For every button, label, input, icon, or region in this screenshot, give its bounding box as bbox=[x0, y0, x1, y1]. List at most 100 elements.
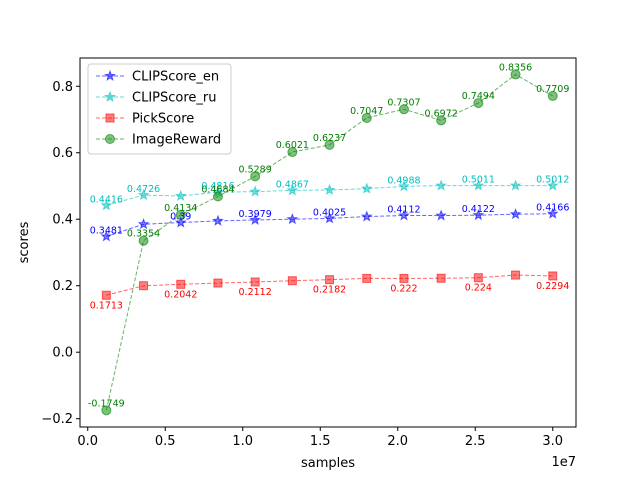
data-point-imagereward bbox=[138, 235, 149, 246]
data-point-clipscore-en bbox=[509, 208, 522, 220]
data-label-clipscore-en: 0.4112 bbox=[387, 205, 420, 216]
legend-label: ImageReward bbox=[132, 133, 221, 148]
data-point-clipscore-ru bbox=[323, 183, 336, 196]
legend-label: CLIPScore_en bbox=[132, 70, 219, 85]
x-tick-label: 0.0 bbox=[77, 434, 98, 449]
data-point-clipscore-ru bbox=[137, 188, 150, 201]
data-label-clipscore-en: 0.4025 bbox=[313, 207, 346, 218]
data-point-clipscore-en bbox=[137, 217, 150, 230]
data-layer bbox=[100, 69, 559, 416]
data-point-clipscore-en bbox=[546, 207, 559, 219]
data-point-clipscore-ru bbox=[286, 184, 299, 196]
data-point-pickscore bbox=[436, 273, 446, 283]
data-point-clipscore-ru bbox=[509, 179, 522, 191]
data-label-clipscore-en: 0.39 bbox=[170, 212, 191, 223]
data-point-clipscore-ru bbox=[398, 180, 410, 192]
data-point-clipscore-ru bbox=[360, 182, 373, 194]
data-label-clipscore-en: 0.3979 bbox=[239, 209, 272, 220]
data-point-imagereward bbox=[361, 112, 372, 123]
data-label-imagereward: 0.7307 bbox=[387, 97, 420, 108]
legend-marker bbox=[104, 90, 116, 103]
x-axis-offset-label: 1e7 bbox=[551, 455, 576, 470]
data-point-clipscore-en bbox=[286, 212, 299, 225]
data-point-pickscore bbox=[213, 278, 223, 288]
x-tick-label: 2.5 bbox=[465, 434, 486, 449]
y-tick-label: 0.0 bbox=[52, 346, 73, 361]
data-label-imagereward: 0.6237 bbox=[313, 133, 346, 144]
y-tick-label: 0.4 bbox=[52, 213, 73, 228]
data-label-clipscore-en: 0.4122 bbox=[462, 204, 495, 215]
data-label-imagereward: 0.3354 bbox=[127, 229, 160, 240]
data-label-imagereward: 0.4134 bbox=[164, 203, 197, 214]
y-tick-label: 0.6 bbox=[52, 146, 73, 161]
data-label-pickscore: 0.2042 bbox=[164, 289, 197, 300]
data-labels: 0.3481 0.39 0.3979 0.4025 0.4112 0.4122 0.4166… bbox=[88, 62, 569, 409]
data-label-clipscore-ru: 0.4416 bbox=[90, 194, 123, 205]
data-point-pickscore bbox=[399, 273, 409, 283]
legend: CLIPScore_en CLIPScore_ru PickScore ImageRe… bbox=[87, 63, 232, 155]
data-label-clipscore-ru: 0.5012 bbox=[536, 175, 569, 186]
data-point-pickscore bbox=[362, 273, 372, 283]
data-point-pickscore bbox=[511, 270, 521, 280]
data-label-pickscore: 0.2294 bbox=[536, 281, 569, 292]
data-point-clipscore-ru bbox=[472, 179, 485, 191]
data-label-imagereward: 0.8356 bbox=[499, 62, 532, 73]
data-label-clipscore-ru: 0.4988 bbox=[387, 175, 420, 186]
data-point-clipscore-en bbox=[323, 212, 336, 224]
y-axis: −0.2 0.0 0.2 0.4 0.6 0.8 bbox=[41, 80, 80, 427]
data-label-pickscore: 0.222 bbox=[390, 283, 417, 294]
data-point-imagereward bbox=[547, 90, 558, 101]
data-point-pickscore bbox=[473, 273, 483, 283]
y-tick-label: 0.2 bbox=[52, 279, 73, 294]
data-point-pickscore bbox=[548, 271, 558, 281]
plot-frame bbox=[79, 57, 577, 428]
legend-label: PickScore bbox=[132, 112, 194, 127]
legend-item-pickscore: PickScore bbox=[96, 112, 194, 127]
data-label-imagereward: 0.6972 bbox=[425, 108, 458, 119]
data-point-pickscore bbox=[139, 281, 149, 291]
series-imagereward bbox=[101, 69, 558, 416]
x-axis-label: samples bbox=[301, 456, 355, 471]
data-label-clipscore-en: 0.3481 bbox=[90, 225, 123, 236]
data-label-pickscore: 0.2112 bbox=[239, 287, 272, 298]
data-point-clipscore-en bbox=[435, 209, 448, 221]
data-point-imagereward bbox=[398, 104, 409, 115]
series-pickscore bbox=[101, 270, 558, 300]
data-point-imagereward bbox=[250, 171, 261, 182]
legend-marker bbox=[105, 113, 115, 123]
x-tick-label: 1.5 bbox=[310, 434, 331, 449]
data-point-imagereward bbox=[101, 405, 112, 416]
data-point-imagereward bbox=[212, 191, 223, 202]
data-point-clipscore-en bbox=[360, 210, 373, 222]
legend-label: CLIPScore_ru bbox=[132, 91, 217, 106]
x-tick-label: 1.0 bbox=[232, 434, 253, 449]
legend-item-clipscore-en: CLIPScore_en bbox=[96, 70, 219, 85]
data-label-clipscore-ru: 0.4867 bbox=[276, 179, 309, 190]
data-point-clipscore-en bbox=[398, 209, 410, 221]
data-point-imagereward bbox=[510, 69, 521, 80]
data-label-imagereward: 0.4684 bbox=[201, 184, 234, 195]
data-label-imagereward: -0.1749 bbox=[88, 398, 125, 409]
series-clipscore-en bbox=[100, 207, 559, 242]
data-point-imagereward bbox=[175, 209, 186, 220]
data-point-pickscore bbox=[325, 275, 335, 285]
data-point-imagereward bbox=[473, 98, 484, 109]
data-label-imagereward: 0.7709 bbox=[536, 84, 569, 95]
data-label-pickscore: 0.2182 bbox=[313, 285, 346, 296]
data-point-clipscore-ru bbox=[546, 179, 559, 191]
data-point-pickscore bbox=[176, 279, 186, 289]
y-tick-label: 0.8 bbox=[52, 80, 73, 95]
x-tick-label: 2.0 bbox=[387, 434, 408, 449]
x-tick-label: 3.0 bbox=[542, 434, 563, 449]
data-label-imagereward: 0.5289 bbox=[239, 164, 272, 175]
legend-marker bbox=[105, 134, 115, 144]
data-point-clipscore-ru bbox=[435, 179, 448, 191]
x-tick-label: 0.5 bbox=[155, 434, 176, 449]
data-point-clipscore-ru bbox=[249, 185, 262, 197]
legend-item-clipscore-ru: CLIPScore_ru bbox=[96, 91, 217, 106]
data-label-clipscore-ru: 0.5011 bbox=[462, 175, 495, 186]
data-label-clipscore-en: 0.4166 bbox=[536, 203, 569, 214]
y-tick-label: −0.2 bbox=[41, 412, 73, 427]
legend-box bbox=[87, 63, 232, 155]
